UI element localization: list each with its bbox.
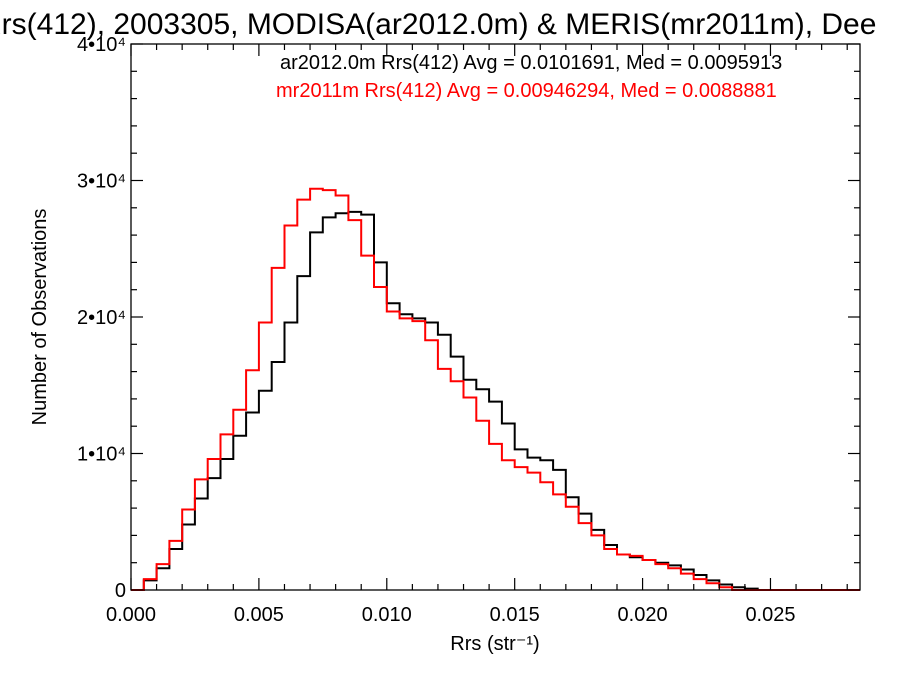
x-tick-label: 0.015 — [490, 604, 540, 626]
y-tick-label: 4•10⁴ — [77, 34, 126, 56]
y-tick-label: 3•10⁴ — [77, 171, 126, 193]
chart-title: Rrs(412), 2003305, MODISA(ar2012.0m) & M… — [0, 8, 877, 41]
series-line-black — [131, 210, 860, 591]
plot-frame — [130, 43, 861, 591]
x-tick-label: 0.000 — [106, 604, 156, 626]
series-line-red — [131, 187, 860, 591]
x-tick-label: 0.025 — [745, 604, 795, 626]
x-tick-label: 0.010 — [362, 604, 412, 626]
legend-entry-red: mr2011m Rrs(412) Avg = 0.00946294, Med =… — [276, 80, 777, 102]
y-axis-label: Number of Observations — [29, 209, 51, 426]
legend-entry-black: ar2012.0m Rrs(412) Avg = 0.0101691, Med … — [280, 52, 783, 74]
x-tick-label: 0.005 — [234, 604, 284, 626]
x-tick-label: 0.020 — [618, 604, 668, 626]
x-axis-label: Rrs (str⁻¹) — [450, 633, 539, 655]
y-tick-label: 2•10⁴ — [77, 307, 126, 329]
y-tick-label: 0 — [115, 580, 126, 602]
tick-layer: 0.000 0.005 0.010 0.015 0.020 0.025 0 1•10⁴ 2•10… — [77, 34, 860, 626]
series-layer — [131, 187, 860, 591]
y-tick-label: 1•10⁴ — [77, 444, 126, 466]
